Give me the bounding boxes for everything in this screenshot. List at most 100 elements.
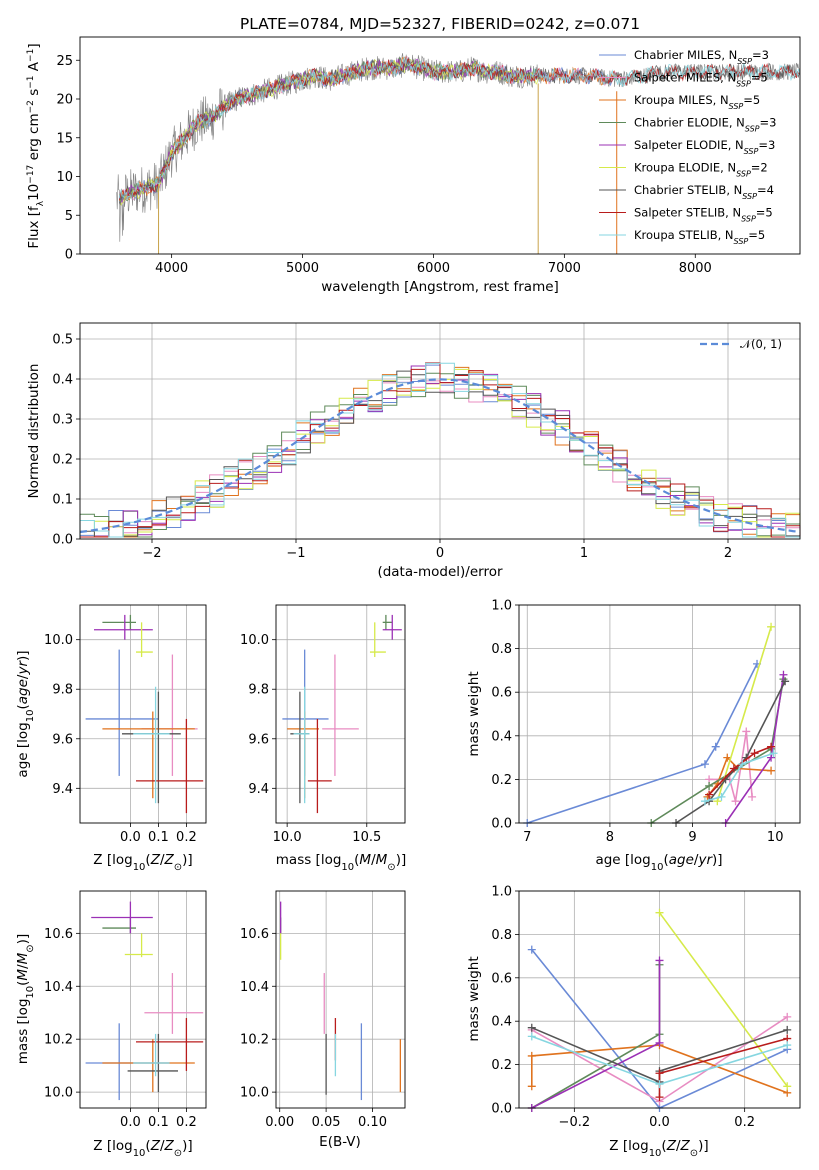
y-tick-label: 0.6 — [491, 686, 512, 701]
y-tick-label: 10.6 — [240, 927, 269, 942]
plot-frame — [79, 322, 801, 540]
x-tick-label: 0.1 — [148, 1115, 169, 1130]
legend-entry-chabrier-miles: Chabrier MILES, NSSP=3 — [634, 48, 769, 66]
x-tick-label: 5000 — [286, 261, 319, 276]
x-tick-label: 2 — [724, 546, 732, 561]
x-axis-label: age [log10(age/yr)] — [595, 852, 722, 873]
weight-marker-kroupa-stelib — [655, 1080, 664, 1089]
y-tick-label: 9.4 — [248, 782, 269, 797]
y-tick-label: 0.8 — [491, 928, 512, 943]
x-tick-label: 0.0 — [649, 1115, 670, 1130]
y-axis-label: mass weight — [466, 956, 482, 1041]
legend-entry-kroupa-elodie: Kroupa ELODIE, NSSP=2 — [634, 161, 768, 179]
x-tick-label: 0.0 — [120, 1115, 141, 1130]
y-tick-label: 10 — [56, 170, 73, 185]
weight-vs-age-panel: 7 8 9 10 0.0 0.2 0.4 0.6 0.8 1.0 age [log10(age/yr… — [466, 599, 801, 873]
y-tick-label: 0.2 — [491, 1058, 512, 1073]
weight-line-salpeter-miles — [709, 731, 753, 802]
plot-frame — [518, 604, 801, 824]
x-tick-label: −0.2 — [559, 1115, 591, 1130]
legend-entry-kroupa-stelib: Kroupa STELIB, NSSP=5 — [634, 228, 765, 246]
weight-marker-salpeter-elodie — [655, 956, 664, 965]
mass-vs-metallicity-panel: 0.0 0.1 0.2 10.0 10.2 10.4 10.6 Z [log10(Z/Z⊙)]… — [15, 890, 207, 1159]
x-tick-label: 0.2 — [734, 1115, 755, 1130]
y-tick-label: 0.5 — [52, 333, 73, 348]
legend-entry-chabrier-stelib: Chabrier STELIB, NSSP=4 — [634, 183, 774, 201]
x-tick-label: −2 — [142, 546, 161, 561]
weight-marker-chabrier-stelib — [781, 677, 790, 686]
y-tick-label: 0.8 — [491, 642, 512, 657]
y-axis-label: Flux [fλ10−17 erg cm−2 s−1 A−1] — [26, 43, 46, 248]
weight-marker-salpeter-stelib — [729, 764, 738, 773]
x-tick-label: 7000 — [548, 261, 581, 276]
histogram-kroupa-stelib — [79, 362, 801, 539]
x-tick-label: 0.1 — [148, 830, 169, 845]
y-axis-label: age [log10(age/yr)] — [15, 650, 36, 777]
x-axis-label: E(B-V) — [319, 1134, 361, 1150]
y-axis-label: mass [log10(M/M⊙)] — [15, 934, 36, 1064]
y-tick-label: 10.0 — [240, 1086, 269, 1101]
weight-line-salpeter-stelib — [708, 745, 772, 796]
x-axis-label: Z [log10(Z/Z⊙)] — [93, 1138, 192, 1159]
weight-marker-kroupa-stelib — [527, 1032, 536, 1041]
x-tick-label: 7 — [523, 830, 531, 845]
x-tick-label: 0 — [436, 546, 444, 561]
y-tick-label: 0.2 — [491, 773, 512, 788]
weight-marker-kroupa-elodie — [767, 622, 776, 631]
x-tick-label: 9 — [688, 830, 696, 845]
y-tick-label: 10.2 — [44, 1033, 73, 1048]
weight-marker-salpeter-stelib — [705, 790, 714, 799]
x-tick-label: 8000 — [679, 261, 712, 276]
weight-marker-salpeter-stelib — [655, 1093, 664, 1102]
plot-frame — [518, 890, 801, 1109]
plot-frame — [79, 36, 801, 255]
plot-frame — [79, 890, 207, 1109]
legend-entry-salpeter-miles: Salpeter MILES, NSSP=5 — [634, 71, 768, 89]
x-tick-label: 0.0 — [120, 830, 141, 845]
legend-entry-salpeter-stelib: Salpeter STELIB, NSSP=5 — [634, 206, 773, 224]
legend-entry-salpeter-elodie: Salpeter ELODIE, NSSP=3 — [634, 138, 775, 156]
histogram-salpeter-stelib — [79, 362, 801, 539]
figure-title: PLATE=0784, MJD=52327, FIBERID=0242, z=0… — [240, 15, 640, 33]
weight-marker-chabrier-stelib — [527, 1023, 536, 1032]
weight-marker-kroupa-stelib — [700, 797, 709, 806]
model-spectrum-kroupa-stelib — [118, 56, 800, 201]
normal-reference-curve — [79, 378, 801, 534]
y-tick-label: 1.0 — [491, 599, 512, 614]
weight-marker-kroupa-miles — [527, 1082, 536, 1091]
legend-entry-kroupa-miles: Kroupa MILES, NSSP=5 — [634, 93, 760, 111]
y-tick-label: 9.8 — [248, 683, 269, 698]
weight-marker-kroupa-stelib — [738, 760, 747, 769]
weight-marker-kroupa-stelib — [783, 1041, 792, 1050]
y-tick-label: 10.2 — [240, 1033, 269, 1048]
weight-vs-metallicity-panel: −0.2 0.0 0.2 0.0 0.2 0.4 0.6 0.8 1.0 Z [log10(Z/Z… — [466, 885, 801, 1159]
y-tick-label: 10.4 — [240, 980, 269, 995]
y-tick-label: 0.4 — [491, 729, 512, 744]
weight-marker-salpeter-stelib — [750, 749, 759, 758]
weight-marker-kroupa-elodie — [783, 1082, 792, 1091]
weight-marker-salpeter-stelib — [655, 1069, 664, 1078]
weight-marker-salpeter-stelib — [767, 742, 776, 751]
x-tick-label: 0.2 — [176, 1115, 197, 1130]
x-tick-label: 0.2 — [176, 830, 197, 845]
weight-marker-chabrier-miles — [527, 945, 536, 954]
weight-marker-chabrier-miles — [711, 742, 720, 751]
x-tick-label: 0.10 — [358, 1115, 387, 1130]
plot-frame — [79, 604, 207, 824]
age-vs-mass-panel: 10.0 10.5 9.4 9.6 9.8 10.0 mass [log10(M/M⊙)] — [240, 604, 406, 873]
x-axis-label: Z [log10(Z/Z⊙)] — [93, 852, 192, 873]
y-tick-label: 0.4 — [52, 373, 73, 388]
x-tick-label: 8 — [606, 830, 614, 845]
y-tick-label: 10.0 — [44, 633, 73, 648]
y-tick-label: 9.8 — [52, 683, 73, 698]
spectrum-panel: 4000 5000 6000 7000 8000 0 5 10 15 20 25 Chabrier M… — [26, 36, 801, 295]
weight-marker-chabrier-miles — [700, 760, 709, 769]
weight-marker-kroupa-stelib — [769, 749, 778, 758]
y-axis-label: Normed distribution — [26, 364, 42, 499]
y-tick-label: 9.6 — [248, 732, 269, 747]
y-tick-label: 25 — [56, 54, 73, 69]
y-tick-label: 20 — [56, 93, 73, 108]
weight-marker-chabrier-elodie — [705, 781, 714, 790]
weight-line-salpeter-elodie — [531, 960, 661, 1109]
